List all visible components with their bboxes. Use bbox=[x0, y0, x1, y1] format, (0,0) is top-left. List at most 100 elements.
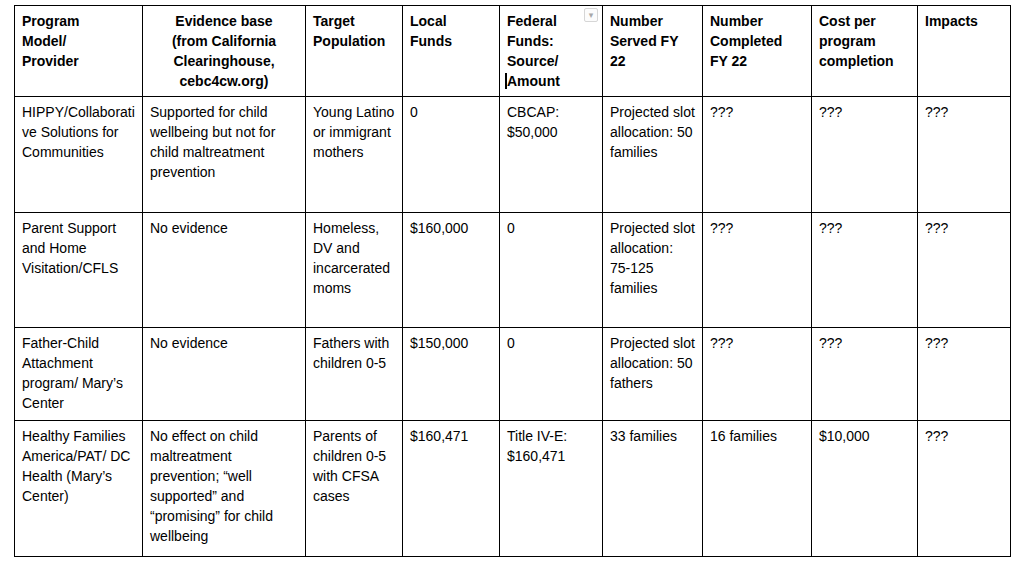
cell-text: $150,000 bbox=[410, 335, 468, 351]
cell-target-population[interactable]: Fathers with children 0-5 bbox=[306, 328, 403, 421]
cell-cost-per-completion[interactable]: ??? bbox=[812, 328, 918, 421]
col-header-local-funds[interactable]: Local Funds bbox=[403, 6, 500, 97]
cell-local-funds[interactable]: $150,000 bbox=[403, 328, 500, 421]
program-funding-table: Program Model/ Provider Evidence base (f… bbox=[14, 5, 1011, 557]
col-header-label: Number Served FY 22 bbox=[610, 13, 678, 69]
cell-local-funds[interactable]: $160,000 bbox=[403, 213, 500, 328]
cell-target-population[interactable]: Parents of children 0-5 with CFSA cases bbox=[306, 421, 403, 557]
table-header-row: Program Model/ Provider Evidence base (f… bbox=[15, 6, 1011, 97]
cell-program-model[interactable]: Parent Support and Home Visitation/CFLS bbox=[15, 213, 143, 328]
cell-number-completed[interactable]: 16 families bbox=[703, 421, 812, 557]
cell-cost-per-completion[interactable]: ??? bbox=[812, 97, 918, 213]
cell-text: Projected slot allocation: 50 fathers bbox=[610, 335, 695, 391]
text-cursor bbox=[505, 73, 507, 89]
document-page: Program Model/ Provider Evidence base (f… bbox=[0, 0, 1024, 569]
cell-federal-funds[interactable]: 0 bbox=[500, 213, 603, 328]
table-row: Father-Child Attachment program/ Mary’s … bbox=[15, 328, 1011, 421]
cell-impacts[interactable]: ??? bbox=[918, 213, 1011, 328]
cell-text: 0 bbox=[410, 104, 418, 120]
cell-target-population[interactable]: Homeless, DV and incarcerated moms bbox=[306, 213, 403, 328]
col-header-number-completed[interactable]: Number Completed FY 22 bbox=[703, 6, 812, 97]
cell-text: ??? bbox=[925, 220, 948, 236]
table-row: Parent Support and Home Visitation/CFLS … bbox=[15, 213, 1011, 328]
cell-cost-per-completion[interactable]: $10,000 bbox=[812, 421, 918, 557]
cell-text: ??? bbox=[925, 104, 948, 120]
col-header-label: Number Completed FY 22 bbox=[710, 13, 782, 69]
cell-text: ??? bbox=[819, 104, 842, 120]
cell-impacts[interactable]: ??? bbox=[918, 97, 1011, 213]
cell-text: ??? bbox=[819, 220, 842, 236]
cell-target-population[interactable]: Young Latino or immigrant mothers bbox=[306, 97, 403, 213]
cell-text: ??? bbox=[925, 335, 948, 351]
cell-text: Father-Child Attachment program/ Mary’s … bbox=[22, 335, 123, 411]
table-row: Healthy Families America/PAT/ DC Health … bbox=[15, 421, 1011, 557]
cell-program-model[interactable]: HIPPY/Collaborative Solutions for Commun… bbox=[15, 97, 143, 213]
col-header-label: Program Model/ Provider bbox=[22, 13, 80, 69]
cell-text: Parents of children 0-5 with CFSA cases bbox=[313, 428, 386, 504]
cell-text: Projected slot allocation: 75-125 famili… bbox=[610, 220, 695, 296]
cell-number-completed[interactable]: ??? bbox=[703, 213, 812, 328]
cell-federal-funds[interactable]: CBCAP: $50,000 bbox=[500, 97, 603, 213]
cell-text: No evidence bbox=[150, 335, 228, 351]
col-header-program-model[interactable]: Program Model/ Provider bbox=[15, 6, 143, 97]
col-header-evidence-base[interactable]: Evidence base (from California Clearingh… bbox=[143, 6, 306, 97]
cell-text: 33 families bbox=[610, 428, 677, 444]
cell-impacts[interactable]: ??? bbox=[918, 421, 1011, 557]
col-header-impacts[interactable]: Impacts bbox=[918, 6, 1011, 97]
cell-text: $160,000 bbox=[410, 220, 468, 236]
cell-local-funds[interactable]: 0 bbox=[403, 97, 500, 213]
cell-number-served[interactable]: 33 families bbox=[603, 421, 703, 557]
cell-text: ??? bbox=[819, 335, 842, 351]
cell-text: $10,000 bbox=[819, 428, 870, 444]
cell-text: Projected slot allocation: 50 families bbox=[610, 104, 695, 160]
cell-text: Healthy Families America/PAT/ DC Health … bbox=[22, 428, 130, 504]
col-header-label: Local Funds bbox=[410, 13, 452, 49]
cell-number-completed[interactable]: ??? bbox=[703, 97, 812, 213]
cell-number-served[interactable]: Projected slot allocation: 75-125 famili… bbox=[603, 213, 703, 328]
cell-program-model[interactable]: Father-Child Attachment program/ Mary’s … bbox=[15, 328, 143, 421]
cell-text: $160,471 bbox=[410, 428, 468, 444]
cell-text: Title IV-E: $160,471 bbox=[507, 428, 567, 464]
cell-text: No evidence bbox=[150, 220, 228, 236]
chevron-down-glyph: ▾ bbox=[589, 11, 594, 20]
col-header-label: Cost per program completion bbox=[819, 13, 894, 69]
col-header-federal-funds[interactable]: ▾ Federal Funds: Source/ Amount bbox=[500, 6, 603, 97]
col-header-label: Federal Funds: Source/ Amount bbox=[507, 13, 560, 89]
cell-program-model[interactable]: Healthy Families America/PAT/ DC Health … bbox=[15, 421, 143, 557]
cell-text: 0 bbox=[507, 335, 515, 351]
cell-text: Fathers with children 0-5 bbox=[313, 335, 389, 371]
cell-federal-funds[interactable]: 0 bbox=[500, 328, 603, 421]
cell-evidence-base[interactable]: No evidence bbox=[143, 328, 306, 421]
cell-text: Young Latino or immigrant mothers bbox=[313, 104, 394, 160]
table-row: HIPPY/Collaborative Solutions for Commun… bbox=[15, 97, 1011, 213]
cell-number-served[interactable]: Projected slot allocation: 50 families bbox=[603, 97, 703, 213]
cell-text: ??? bbox=[710, 220, 733, 236]
cell-text: Supported for child wellbeing but not fo… bbox=[150, 104, 275, 180]
col-header-label: Evidence base (from California Clearingh… bbox=[172, 13, 276, 89]
cell-text: Parent Support and Home Visitation/CFLS bbox=[22, 220, 118, 276]
chevron-down-icon[interactable]: ▾ bbox=[584, 8, 598, 22]
cell-text: CBCAP: $50,000 bbox=[507, 104, 559, 140]
col-header-cost-per-completion[interactable]: Cost per program completion bbox=[812, 6, 918, 97]
cell-number-completed[interactable]: ??? bbox=[703, 328, 812, 421]
cell-number-served[interactable]: Projected slot allocation: 50 fathers bbox=[603, 328, 703, 421]
col-header-number-served[interactable]: Number Served FY 22 bbox=[603, 6, 703, 97]
cell-text: No effect on child maltreatment preventi… bbox=[150, 428, 273, 544]
cell-text: ??? bbox=[710, 335, 733, 351]
cell-text: 0 bbox=[507, 220, 515, 236]
cell-federal-funds[interactable]: Title IV-E: $160,471 bbox=[500, 421, 603, 557]
cell-text: Homeless, DV and incarcerated moms bbox=[313, 220, 390, 296]
cell-text: ??? bbox=[925, 428, 948, 444]
cell-cost-per-completion[interactable]: ??? bbox=[812, 213, 918, 328]
cell-text: ??? bbox=[710, 104, 733, 120]
col-header-label: Impacts bbox=[925, 13, 978, 29]
cell-evidence-base[interactable]: No evidence bbox=[143, 213, 306, 328]
cell-evidence-base[interactable]: Supported for child wellbeing but not fo… bbox=[143, 97, 306, 213]
cell-text: 16 families bbox=[710, 428, 777, 444]
col-header-label: Target Population bbox=[313, 13, 385, 49]
cell-local-funds[interactable]: $160,471 bbox=[403, 421, 500, 557]
cell-text: HIPPY/Collaborative Solutions for Commun… bbox=[22, 104, 135, 160]
cell-evidence-base[interactable]: No effect on child maltreatment preventi… bbox=[143, 421, 306, 557]
cell-impacts[interactable]: ??? bbox=[918, 328, 1011, 421]
col-header-target-population[interactable]: Target Population bbox=[306, 6, 403, 97]
